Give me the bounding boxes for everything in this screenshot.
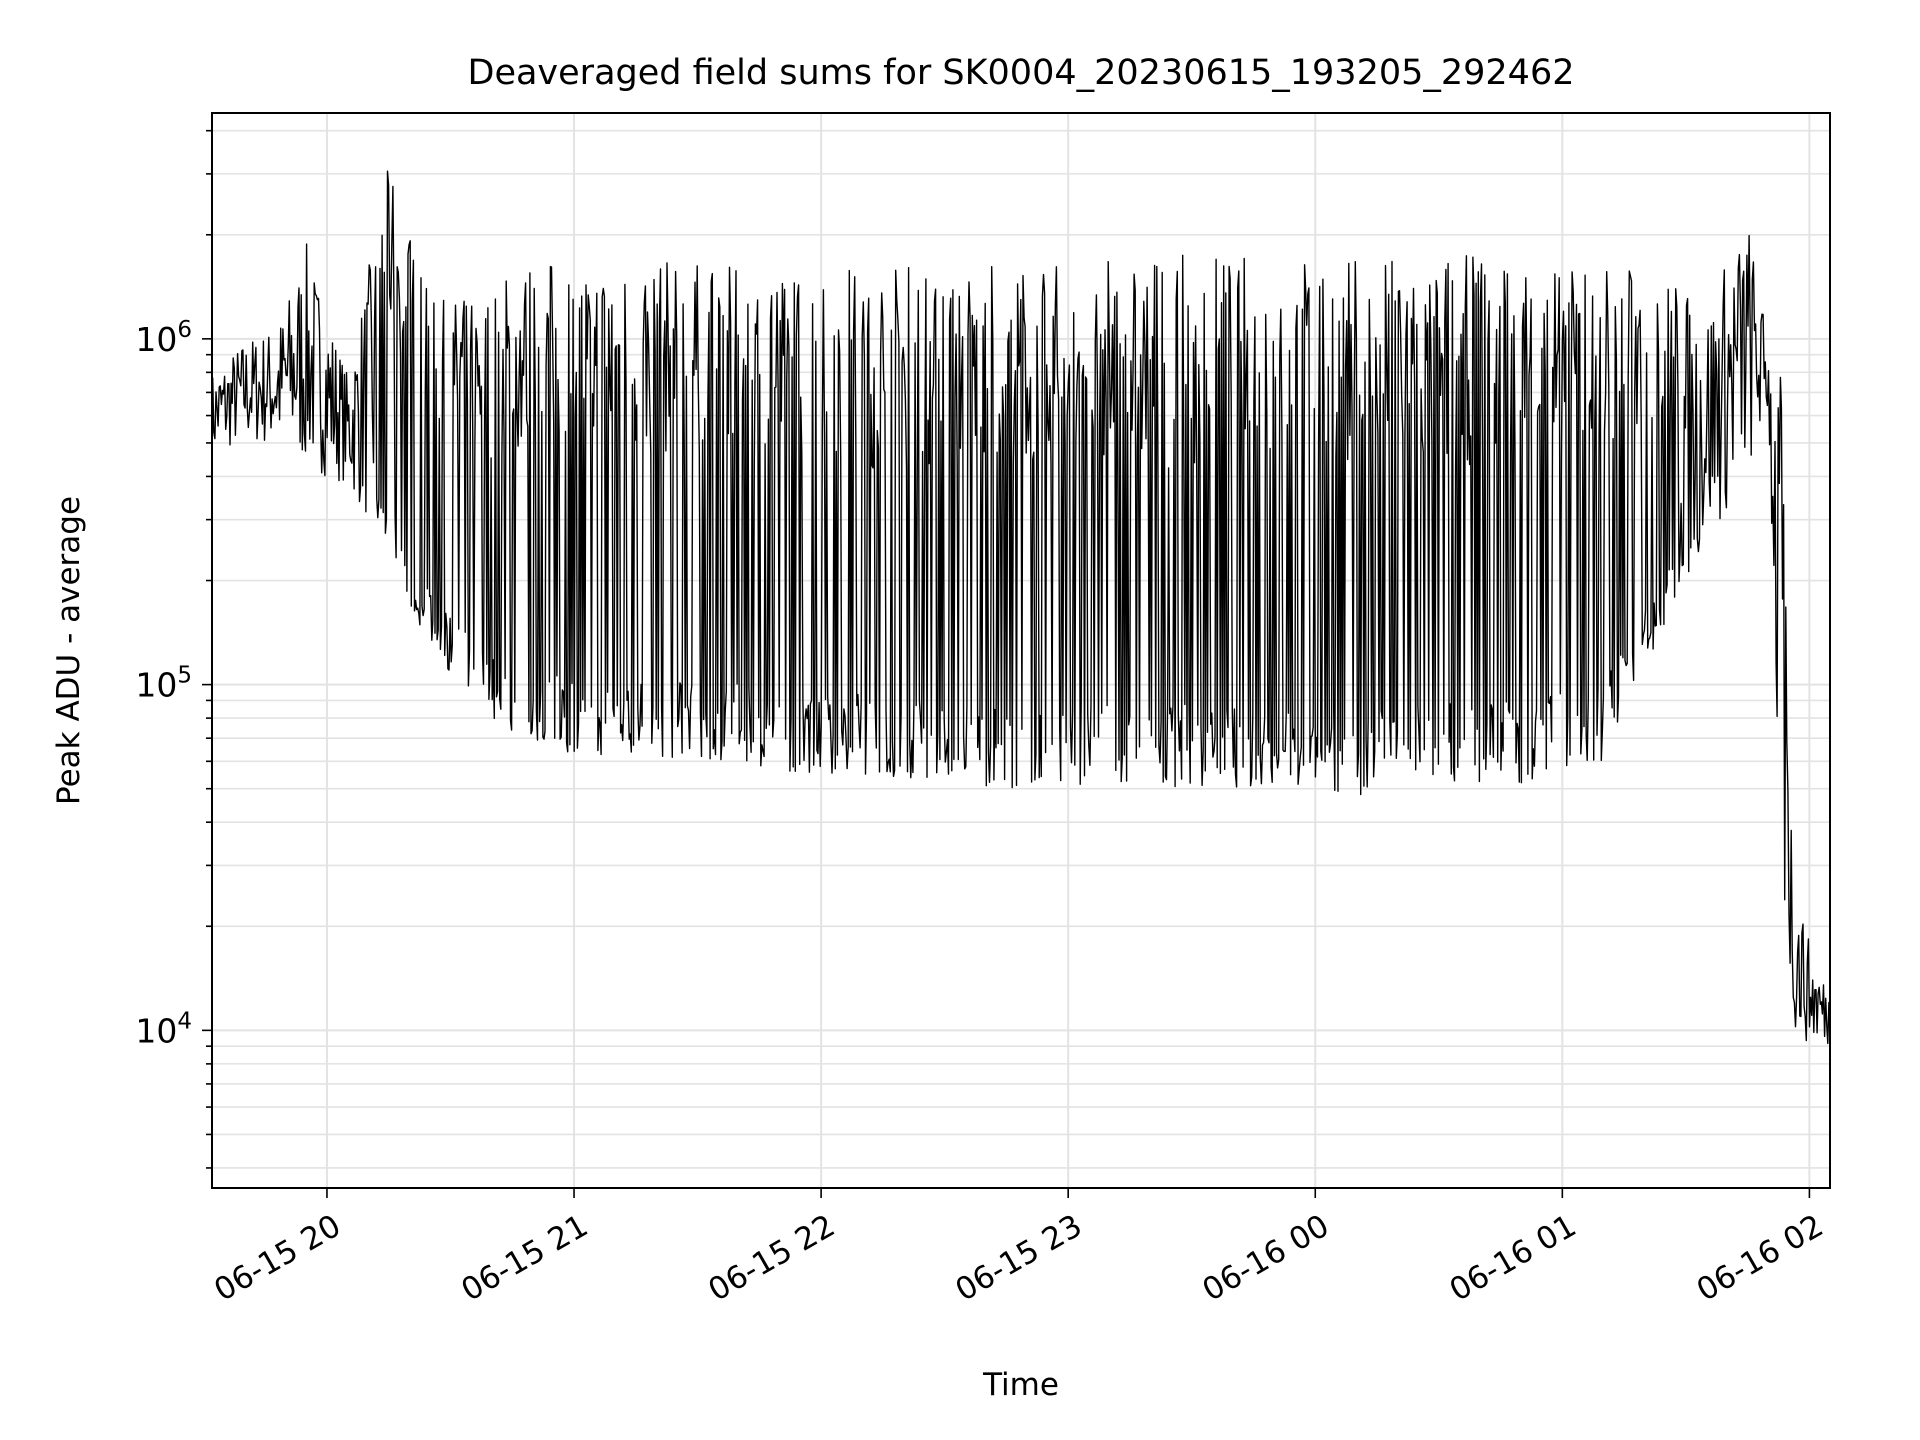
y-tick-label: 105 bbox=[135, 663, 192, 705]
x-tick-label: 06-15 20 bbox=[208, 1208, 347, 1309]
y-tick-label-exponent: 4 bbox=[177, 1008, 192, 1034]
y-tick-label-base: 10 bbox=[135, 320, 177, 359]
y-tick-label: 104 bbox=[135, 1008, 192, 1050]
chart-title: Deaveraged field sums for SK0004_2023061… bbox=[468, 53, 1575, 93]
plot-frame bbox=[211, 112, 1831, 1189]
y-tick-label-base: 10 bbox=[135, 666, 177, 705]
y-tick-label: 106 bbox=[135, 317, 192, 359]
x-tick-label: 06-15 22 bbox=[702, 1208, 841, 1309]
y-tick-label-base: 10 bbox=[135, 1011, 177, 1050]
x-tick-label: 06-16 00 bbox=[1197, 1208, 1336, 1309]
x-tick-label: 06-16 01 bbox=[1444, 1208, 1583, 1309]
x-tick-label: 06-15 21 bbox=[455, 1208, 594, 1309]
series-line bbox=[211, 170, 1831, 1045]
x-tick-label: 06-16 02 bbox=[1691, 1208, 1830, 1309]
x-tick-label: 06-15 23 bbox=[949, 1208, 1088, 1309]
y-tick-label-exponent: 6 bbox=[177, 317, 192, 343]
series-layer bbox=[211, 170, 1831, 1045]
x-axis-label: Time bbox=[982, 1367, 1059, 1403]
y-axis-label: Peak ADU - average bbox=[51, 496, 87, 805]
y-tick-label-exponent: 5 bbox=[177, 663, 192, 689]
